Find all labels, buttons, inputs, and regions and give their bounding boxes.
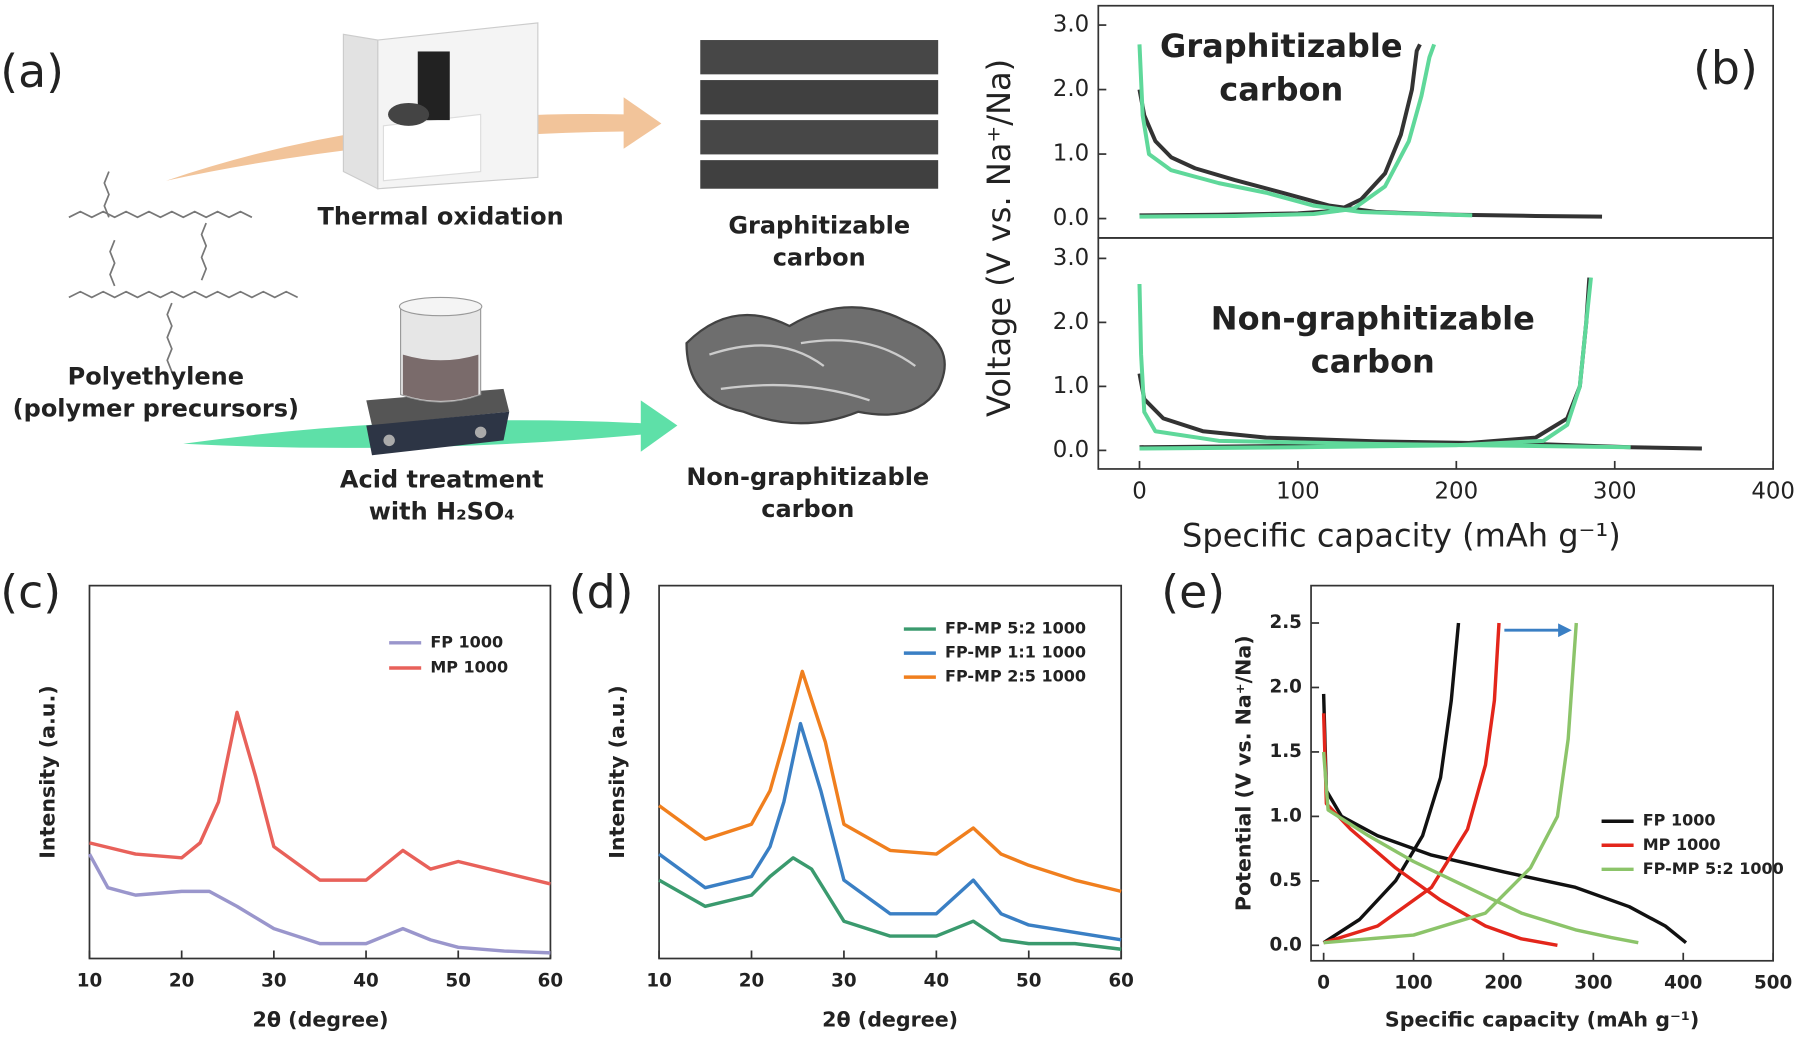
x-tick-label: 60: [538, 970, 563, 991]
x-tick-label: 40: [353, 970, 378, 991]
y-tick-label: 0.5: [1269, 870, 1301, 891]
step-label: Thermal oxidation: [318, 202, 564, 230]
oven: [342, 22, 539, 190]
data-line: [658, 721, 1122, 942]
y-tick-label: 2.0: [1053, 309, 1089, 335]
x-tick-label: 0: [1132, 478, 1147, 504]
x-tick-label: 300: [1593, 478, 1637, 504]
data-line: [87, 853, 551, 955]
x-tick-label: 400: [1664, 973, 1702, 994]
panel-label: (d): [569, 565, 634, 618]
graphitic-layers: [700, 40, 939, 189]
precursor-label: Polyethylene: [68, 362, 244, 390]
legend-label: MP 1000: [430, 657, 508, 676]
y-tick-label: 1.5: [1269, 741, 1301, 762]
x-axis-label: Specific capacity (mAh g⁻¹): [1385, 1007, 1699, 1031]
step-label: with H₂SO₄: [369, 497, 515, 525]
x-tick-label: 400: [1751, 478, 1794, 504]
data-line: [658, 669, 1122, 894]
y-axis-label: Intensity (a.u.): [605, 685, 629, 858]
panel-label: (a): [0, 45, 64, 98]
product-label: carbon: [761, 495, 854, 523]
data-line: [1137, 277, 1631, 451]
shift-arrow-head: [1558, 623, 1572, 638]
panel-label: (c): [0, 565, 61, 618]
panel-label: (e): [1161, 565, 1225, 618]
step-label: Acid treatment: [340, 465, 544, 493]
x-tick-label: 50: [1016, 970, 1041, 991]
y-axis-label: Intensity (a.u.): [35, 685, 59, 858]
y-tick-label: 1.0: [1269, 805, 1301, 826]
x-tick-label: 200: [1484, 973, 1522, 994]
hard-carbon: [685, 306, 946, 425]
x-tick-label: 500: [1754, 973, 1792, 994]
product-label: Graphitizable: [728, 211, 910, 239]
x-tick-label: 50: [446, 970, 471, 991]
x-tick-label: 30: [831, 970, 856, 991]
y-tick-label: 2.0: [1053, 76, 1089, 102]
product-label: carbon: [773, 243, 866, 271]
x-tick-label: 20: [169, 970, 194, 991]
legend-label: FP-MP 5:2 1000: [1643, 859, 1784, 878]
y-tick-label: 1.0: [1053, 141, 1089, 167]
precursor-label: (polymer precursors): [13, 394, 299, 422]
x-tick-label: 20: [739, 970, 764, 991]
plot-frame: [1097, 237, 1775, 470]
y-tick-label: 0.0: [1053, 205, 1089, 231]
legend-label: FP-MP 5:2 1000: [945, 619, 1086, 638]
x-tick-label: 100: [1276, 478, 1320, 504]
x-axis-label: Specific capacity (mAh g⁻¹): [1182, 517, 1621, 555]
x-tick-label: 100: [1394, 973, 1432, 994]
x-axis-label: 2θ (degree): [253, 1007, 389, 1031]
x-tick-label: 300: [1574, 973, 1612, 994]
panel-label: (b): [1693, 41, 1758, 94]
product-label: Non-graphitizable: [686, 463, 929, 491]
data-line: [1321, 622, 1639, 945]
y-axis-label: Voltage (V vs. Na⁺/Na): [980, 59, 1018, 417]
plot-frame: [658, 584, 1123, 960]
plot-frame: [1310, 584, 1775, 962]
y-tick-label: 0.0: [1053, 437, 1089, 463]
data-line: [1137, 43, 1603, 219]
x-tick-label: 60: [1108, 970, 1133, 991]
legend-label: FP-MP 2:5 1000: [945, 667, 1086, 686]
legend-label: FP 1000: [430, 632, 503, 651]
y-tick-label: 3.0: [1053, 245, 1089, 271]
annotation: carbon: [1219, 71, 1343, 109]
y-tick-label: 3.0: [1053, 12, 1089, 38]
data-line: [1137, 43, 1473, 219]
annotation: Non-graphitizable: [1211, 299, 1535, 337]
y-axis-label: Potential (V vs. Na⁺/Na): [1232, 635, 1256, 911]
y-tick-label: 1.0: [1053, 373, 1089, 399]
x-tick-label: 200: [1435, 478, 1479, 504]
legend-label: FP-MP 1:1 1000: [945, 643, 1086, 662]
x-tick-label: 10: [77, 970, 102, 991]
annotation: carbon: [1311, 343, 1435, 381]
legend-label: MP 1000: [1643, 835, 1721, 854]
data-line: [1321, 622, 1558, 948]
y-tick-label: 2.5: [1269, 612, 1301, 633]
beaker-stirrer: [366, 296, 510, 456]
data-line: [658, 856, 1122, 951]
x-tick-label: 40: [924, 970, 949, 991]
plot-frame: [88, 584, 552, 960]
data-line: [89, 710, 551, 886]
annotation: Graphitizable: [1160, 27, 1402, 65]
data-line: [1321, 622, 1688, 945]
y-tick-label: 0.0: [1269, 934, 1301, 955]
x-tick-label: 30: [261, 970, 286, 991]
polymer: [68, 171, 299, 373]
x-axis-label: 2θ (degree): [822, 1007, 958, 1031]
schematic: [68, 22, 946, 456]
legend-label: FP 1000: [1643, 811, 1716, 830]
x-tick-label: 0: [1317, 973, 1330, 994]
y-tick-label: 2.0: [1269, 676, 1301, 697]
x-tick-label: 10: [646, 970, 671, 991]
